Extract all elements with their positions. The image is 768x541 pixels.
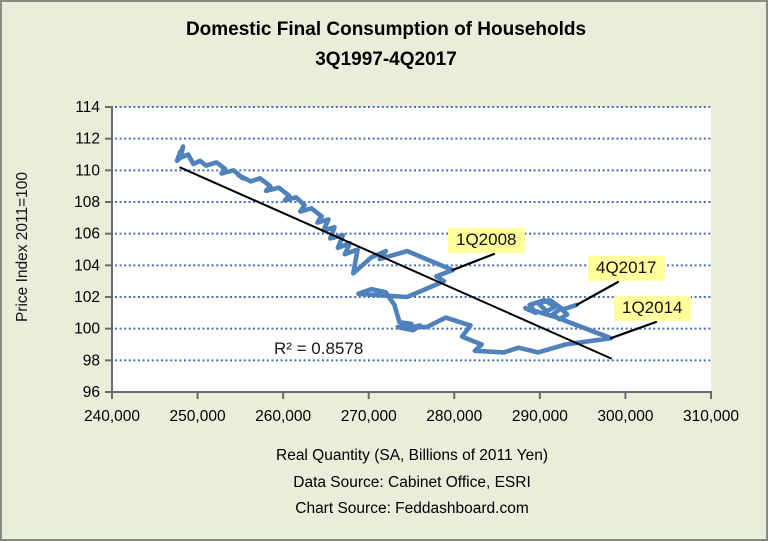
x-tick-label: 290,000 bbox=[512, 408, 568, 425]
leader-line-1q2014 bbox=[609, 320, 658, 340]
y-tick-label: 96 bbox=[83, 384, 100, 401]
annotation-1q2008: 1Q2008 bbox=[448, 228, 525, 253]
y-tick-label: 102 bbox=[74, 289, 100, 306]
tick-labels-group: 96 98 100 102 104 106 108 110 112 114 240,000 250,0… bbox=[74, 99, 739, 425]
x-tick-label: 250,000 bbox=[170, 408, 226, 425]
leader-lines-group bbox=[451, 252, 658, 340]
x-tick-label: 270,000 bbox=[341, 408, 397, 425]
leader-line-1q2008 bbox=[451, 252, 496, 272]
data-source-note: Data Source: Cabinet Office, ESRI bbox=[293, 473, 531, 491]
y-axis-title: Price Index 2011=100 bbox=[14, 171, 31, 323]
y-tick-label: 114 bbox=[75, 99, 100, 116]
x-tick-label: 310,000 bbox=[683, 408, 739, 425]
annotation-4q2017: 4Q2017 bbox=[588, 256, 665, 281]
y-tick-label: 100 bbox=[74, 321, 100, 338]
x-axis-title: Real Quantity (SA, Billions of 2011 Yen) bbox=[276, 447, 548, 464]
axes-group bbox=[105, 106, 712, 399]
y-tick-label: 98 bbox=[83, 352, 100, 369]
chart-title-line1: Domestic Final Consumption of Households bbox=[185, 19, 587, 40]
y-tick-label: 104 bbox=[74, 257, 100, 274]
y-tick-label: 108 bbox=[74, 194, 100, 211]
annotation-1q2014: 1Q2014 bbox=[614, 296, 691, 321]
chart-title-line2: 3Q1997-4Q2017 bbox=[315, 49, 457, 70]
y-tick-label: 112 bbox=[75, 131, 100, 148]
y-tick-label: 110 bbox=[75, 162, 100, 179]
x-tick-label: 280,000 bbox=[426, 408, 482, 425]
leader-line-4q2017 bbox=[575, 280, 620, 307]
plot-area bbox=[112, 107, 711, 392]
y-tick-label: 106 bbox=[74, 226, 100, 243]
data-series-line bbox=[174, 144, 614, 355]
chart-title: Domestic Final Consumption of Households… bbox=[2, 15, 766, 75]
trend-line bbox=[179, 166, 613, 360]
x-tick-label: 300,000 bbox=[597, 408, 653, 425]
chart-source-note: Chart Source: Feddashboard.com bbox=[295, 500, 529, 517]
x-tick-label: 260,000 bbox=[255, 408, 311, 425]
r-squared-label: R² = 0.8578 bbox=[274, 339, 364, 358]
chart-footer: Real Quantity (SA, Billions of 2011 Yen)… bbox=[112, 443, 712, 523]
x-tick-label: 240,000 bbox=[84, 408, 140, 425]
